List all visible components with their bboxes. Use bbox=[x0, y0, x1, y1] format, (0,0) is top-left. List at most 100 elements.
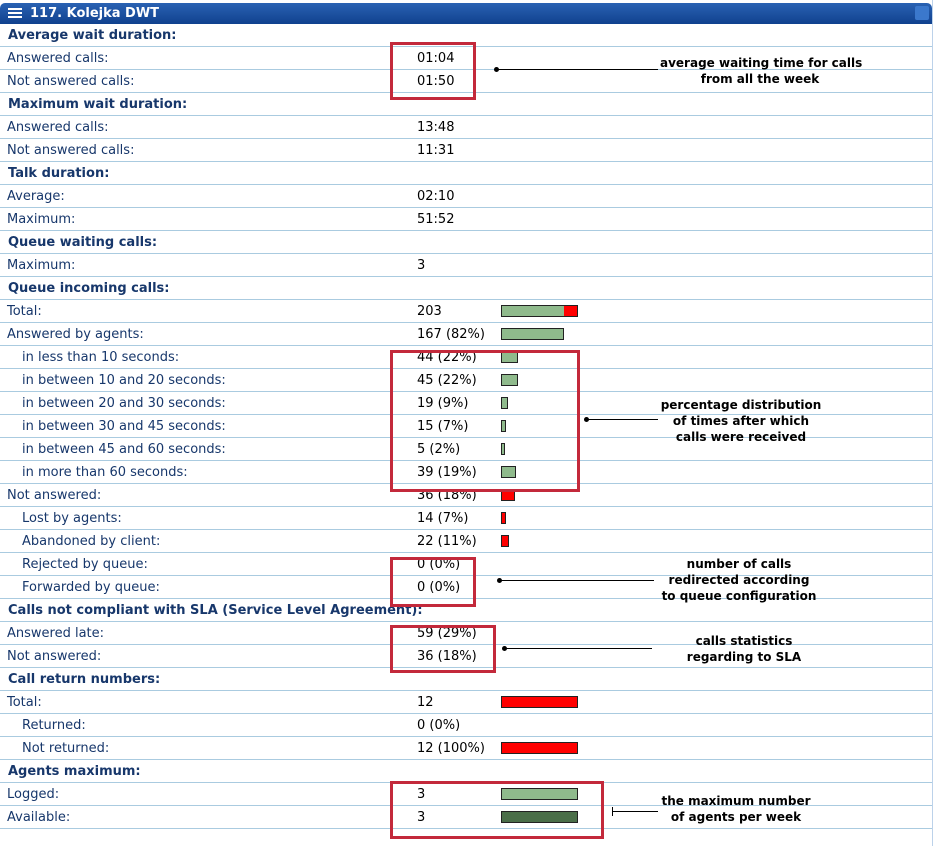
annotation-line: calls were received bbox=[675, 430, 807, 444]
bar-segment-green bbox=[502, 306, 564, 316]
section-header: Queue incoming calls: bbox=[0, 277, 932, 300]
percentage-bar bbox=[501, 696, 578, 708]
row-value: 51:52 bbox=[417, 212, 455, 227]
table-row: in between 20 and 30 seconds: 19 (9%) bbox=[0, 392, 932, 415]
row-label: in less than 10 seconds: bbox=[22, 350, 180, 365]
table-row: Returned: 0 (0%) bbox=[0, 714, 932, 737]
bar-segment-green bbox=[502, 329, 563, 339]
row-value: 3 bbox=[417, 258, 426, 273]
table-row: Answered by agents: 167 (82%) bbox=[0, 323, 932, 346]
section-header: Agents maximum: bbox=[0, 760, 932, 783]
bar-segment-green bbox=[502, 444, 504, 454]
section-title: Talk duration: bbox=[8, 166, 110, 181]
row-label: Logged: bbox=[7, 787, 60, 802]
bar-segment-red bbox=[502, 743, 577, 753]
list-menu-icon[interactable] bbox=[8, 8, 22, 20]
annotation-line: to queue configuration bbox=[661, 589, 817, 603]
table-row: Forwarded by queue: 0 (0%) bbox=[0, 576, 932, 599]
row-value: 44 (22%) bbox=[417, 350, 477, 365]
table-row: Lost by agents: 14 (7%) bbox=[0, 507, 932, 530]
annotation-line: redirected according bbox=[668, 573, 810, 587]
percentage-bar bbox=[501, 443, 505, 455]
percentage-bar bbox=[501, 811, 578, 823]
table-row: Answered calls: 01:04 bbox=[0, 47, 932, 70]
row-label: Not returned: bbox=[22, 741, 110, 756]
bar-segment-dark-green bbox=[502, 812, 577, 822]
row-label: Available: bbox=[7, 810, 71, 825]
row-value: 45 (22%) bbox=[417, 373, 477, 388]
panel-title: 117. Kolejka DWT bbox=[30, 6, 160, 21]
annotation-line: number of calls bbox=[686, 557, 792, 571]
annotation-line: of times after which bbox=[672, 414, 810, 428]
row-label: Abandoned by client: bbox=[22, 534, 161, 549]
highlight-redirected bbox=[390, 557, 476, 607]
table-row: Rejected by queue: 0 (0%) bbox=[0, 553, 932, 576]
annotation-agents: the maximum number of agents per week bbox=[650, 793, 822, 825]
row-value: 12 bbox=[417, 695, 434, 710]
connector-line bbox=[499, 580, 654, 581]
row-label: Total: bbox=[7, 304, 42, 319]
row-value: 36 (18%) bbox=[417, 649, 477, 664]
connector-line bbox=[586, 419, 658, 420]
bar-segment-green bbox=[502, 421, 505, 431]
row-value: 11:31 bbox=[417, 143, 455, 158]
table-row: Logged: 3 bbox=[0, 783, 932, 806]
table-row: Not returned: 12 (100%) bbox=[0, 737, 932, 760]
table-row: Total: 203 bbox=[0, 300, 932, 323]
row-value: 0 (0%) bbox=[417, 718, 461, 733]
annotation-line: the maximum number bbox=[661, 794, 811, 808]
row-value: 12 (100%) bbox=[417, 741, 485, 756]
bar-segment-green bbox=[502, 398, 507, 408]
row-value: 203 bbox=[417, 304, 442, 319]
section-header: Call return numbers: bbox=[0, 668, 932, 691]
table-row: Abandoned by client: 22 (11%) bbox=[0, 530, 932, 553]
percentage-bar bbox=[501, 742, 578, 754]
row-value: 39 (19%) bbox=[417, 465, 477, 480]
highlight-agents bbox=[390, 781, 604, 839]
highlight-time-distribution bbox=[390, 350, 580, 492]
section-title: Call return numbers: bbox=[8, 672, 161, 687]
row-label: Forwarded by queue: bbox=[22, 580, 160, 595]
annotation-line: average waiting time for calls bbox=[660, 56, 863, 70]
annotation-time-distribution: percentage distribution of times after wh… bbox=[652, 397, 830, 445]
statistics-table: Average wait duration: Answered calls: 01:… bbox=[0, 24, 932, 829]
connector-line bbox=[504, 648, 652, 649]
row-label: Maximum: bbox=[7, 258, 76, 273]
table-row: in between 45 and 60 seconds: 5 (2%) bbox=[0, 438, 932, 461]
table-row: Maximum: 3 bbox=[0, 254, 932, 277]
percentage-bar bbox=[501, 397, 508, 409]
table-row: in between 10 and 20 seconds: 45 (22%) bbox=[0, 369, 932, 392]
percentage-bar bbox=[501, 374, 518, 386]
table-row: Answered calls: 13:48 bbox=[0, 116, 932, 139]
annotation-avg-wait: average waiting time for calls from all t… bbox=[660, 55, 863, 87]
table-row: in less than 10 seconds: 44 (22%) bbox=[0, 346, 932, 369]
panel-corner-button[interactable] bbox=[915, 6, 929, 20]
panel-title-bar: 117. Kolejka DWT bbox=[0, 3, 932, 24]
row-label: Not answered calls: bbox=[7, 74, 135, 89]
section-title: Average wait duration: bbox=[8, 28, 177, 43]
table-row: Available: 3 bbox=[0, 806, 932, 829]
section-title: Maximum wait duration: bbox=[8, 97, 188, 112]
section-title: Calls not compliant with SLA (Service Le… bbox=[8, 603, 423, 618]
annotation-redirected: number of calls redirected according to qu… bbox=[650, 556, 828, 604]
row-label: Not answered calls: bbox=[7, 143, 135, 158]
row-label: Answered late: bbox=[7, 626, 105, 641]
row-value: 01:50 bbox=[417, 74, 455, 89]
percentage-bar bbox=[501, 788, 578, 800]
row-label: Lost by agents: bbox=[22, 511, 122, 526]
table-row: Total: 12 bbox=[0, 691, 932, 714]
bar-segment-green bbox=[502, 375, 517, 385]
row-label: in between 20 and 30 seconds: bbox=[22, 396, 226, 411]
row-value: 3 bbox=[417, 787, 426, 802]
table-row: Not answered calls: 11:31 bbox=[0, 139, 932, 162]
table-row: Not answered calls: 01:50 bbox=[0, 70, 932, 93]
bar-segment-red bbox=[502, 697, 577, 707]
percentage-bar bbox=[501, 305, 578, 317]
annotation-line: regarding to SLA bbox=[686, 650, 802, 664]
row-value: 19 (9%) bbox=[417, 396, 469, 411]
section-title: Queue incoming calls: bbox=[8, 281, 170, 296]
percentage-bar bbox=[501, 420, 506, 432]
row-label: in between 45 and 60 seconds: bbox=[22, 442, 226, 457]
bar-segment-green bbox=[502, 467, 515, 477]
row-label: Returned: bbox=[22, 718, 86, 733]
